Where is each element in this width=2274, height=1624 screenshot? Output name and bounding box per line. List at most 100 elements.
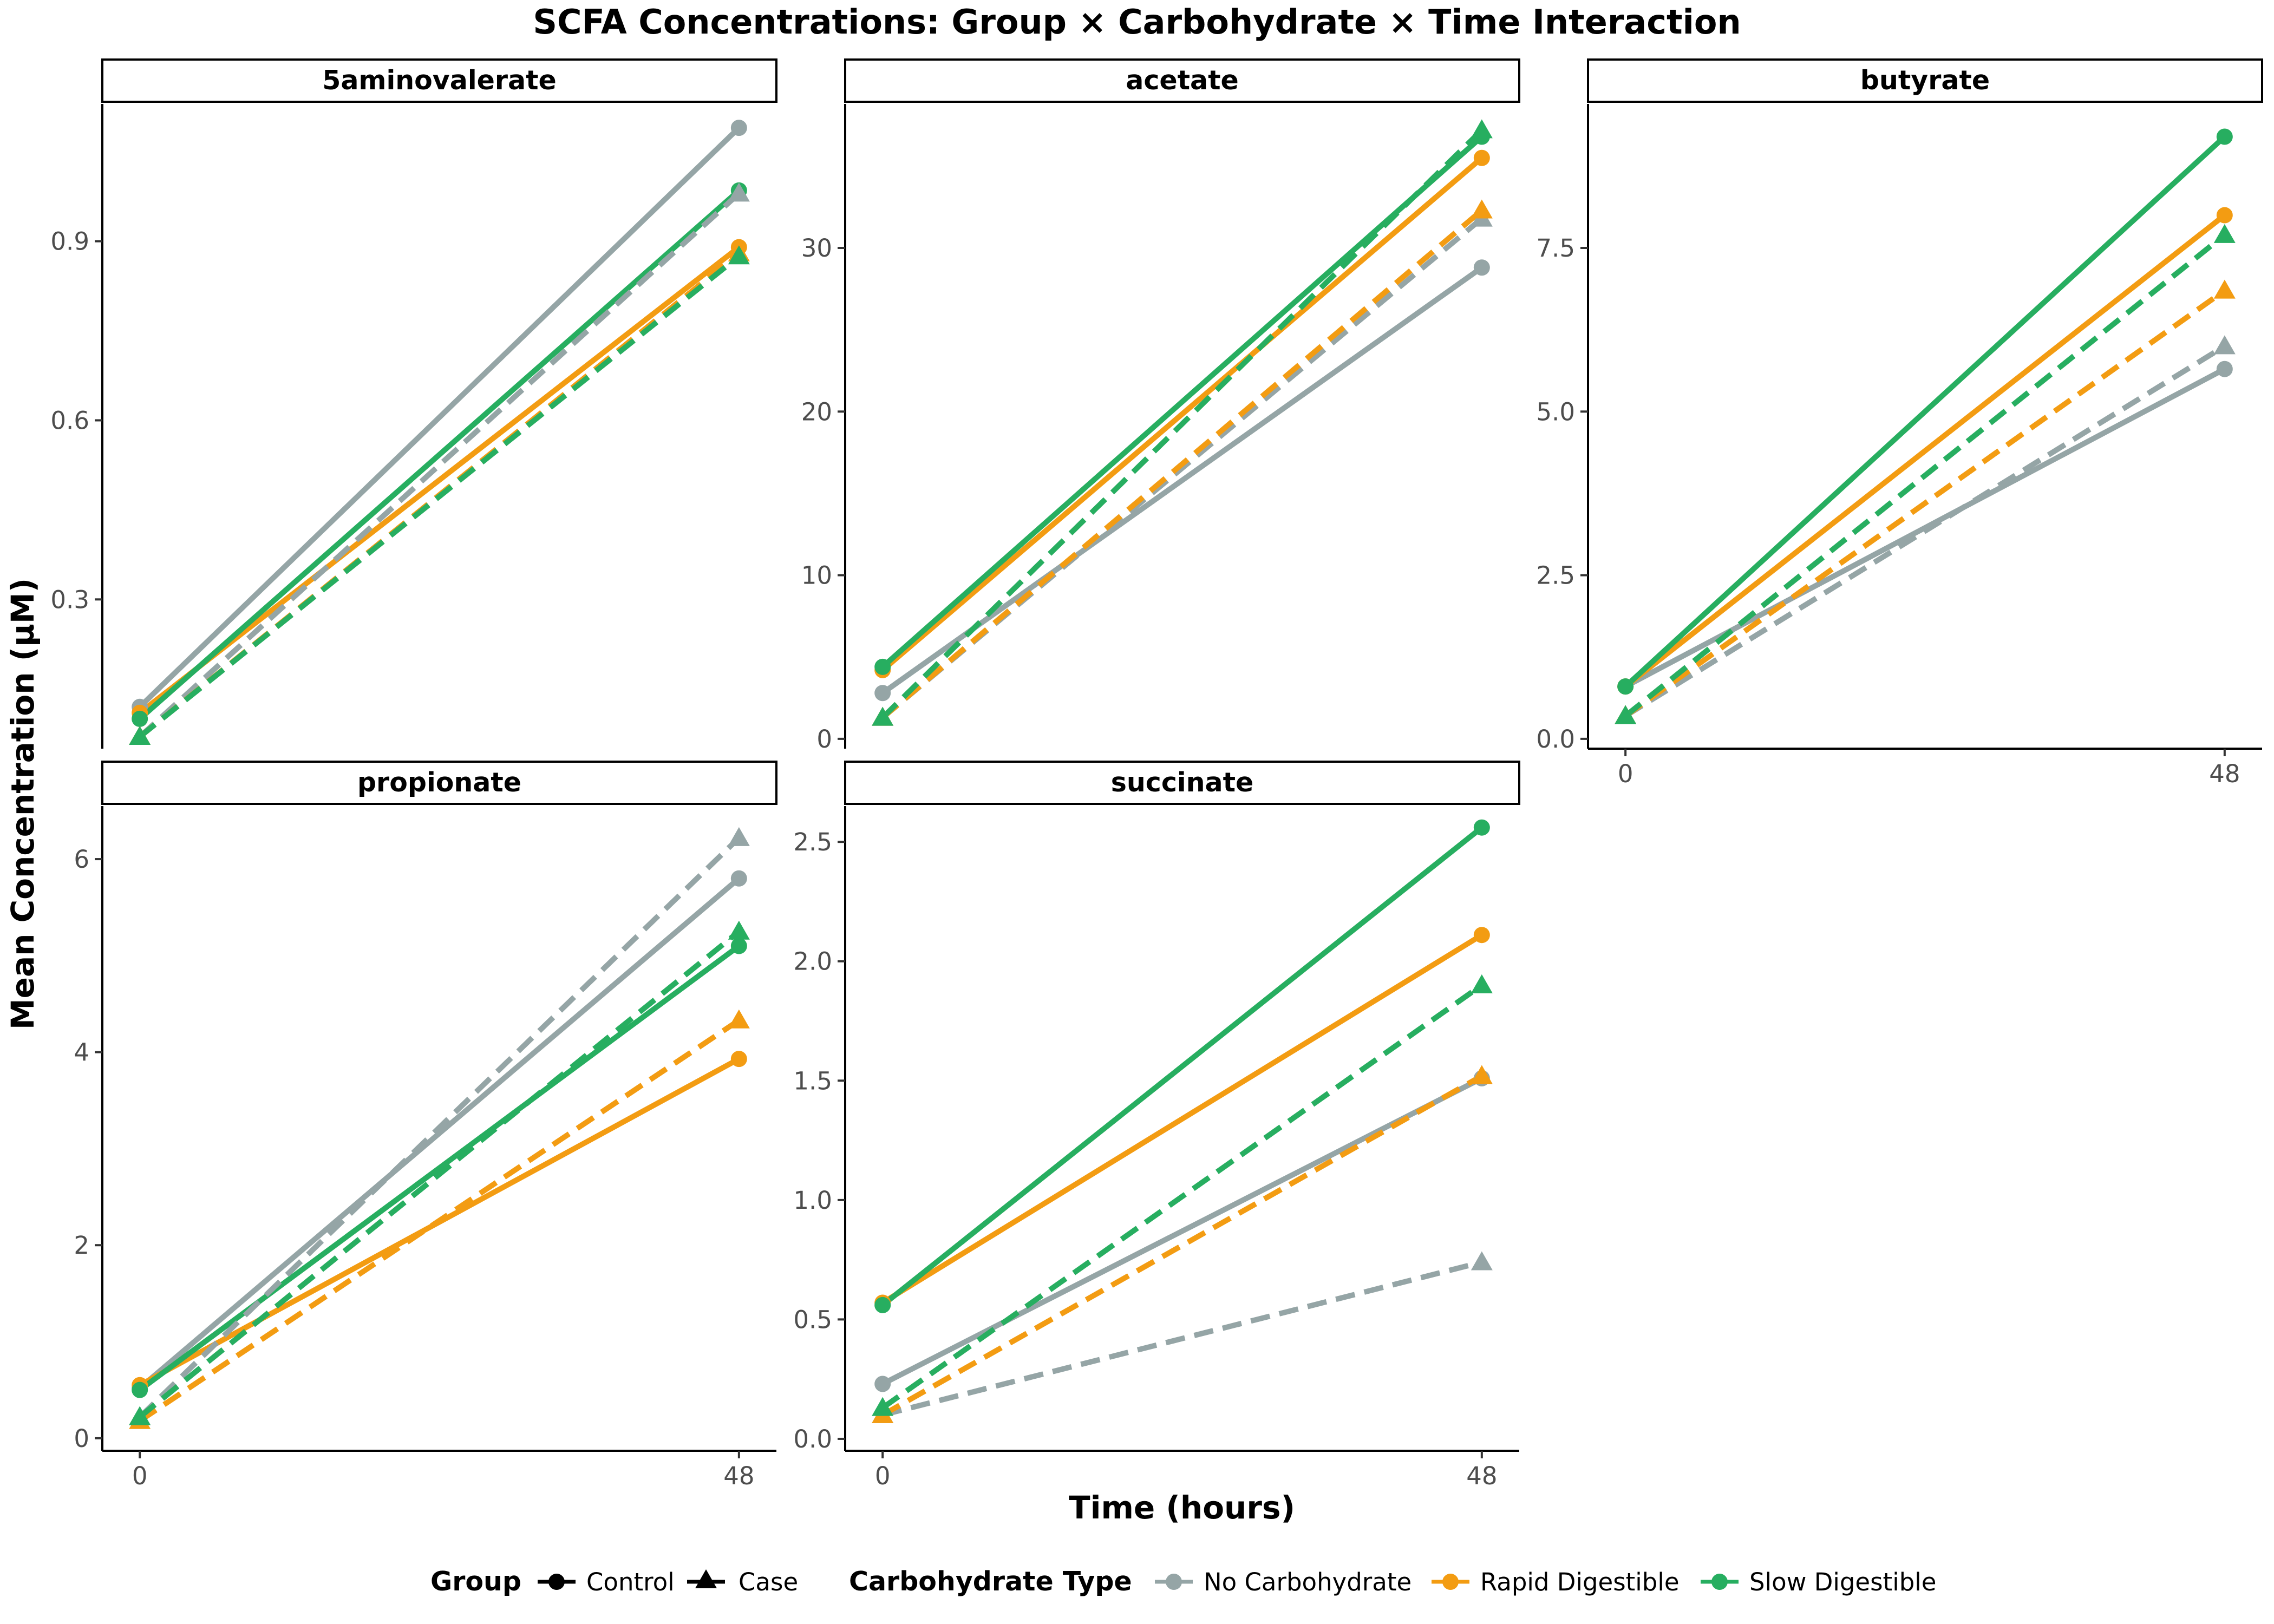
y-tick-label: 6: [74, 845, 89, 874]
data-point-control-no-carbohydrate: [874, 1376, 891, 1392]
series-line-control-rapid-digestible: [1624, 213, 2226, 689]
x-tick-label: 0: [1618, 759, 1633, 788]
x-tick-label: 48: [1466, 1462, 1497, 1490]
data-point-case-slow-digestible: [129, 1406, 151, 1425]
data-point-control-rapid-digestible: [1473, 927, 1490, 944]
data-point-case-rapid-digestible: [1471, 199, 1493, 219]
series-line-case-no-carbohydrate: [138, 191, 741, 739]
y-tick-label: 20: [801, 397, 832, 426]
data-point-control-slow-digestible: [132, 1381, 148, 1398]
data-point-control-rapid-digestible: [730, 1051, 747, 1068]
strip-label-butyrate: butyrate: [1860, 65, 1990, 96]
y-tick-label: 2.5: [793, 828, 832, 856]
strip-propionate: [101, 761, 777, 805]
x-tick-label: 0: [132, 1462, 148, 1490]
y-tick-label: 2.0: [793, 947, 832, 976]
x-tick-label: 48: [723, 1462, 754, 1490]
data-point-case-no-carbohydrate: [728, 182, 750, 202]
y-axis-label: Mean Concentration (µM): [4, 578, 41, 1030]
series-line-case-no-carbohydrate: [1624, 344, 2226, 718]
data-point-control-no-carbohydrate: [1473, 259, 1490, 276]
data-point-control-slow-digestible: [874, 658, 891, 675]
data-point-control-rapid-digestible: [2216, 207, 2233, 224]
data-point-case-slow-digestible: [728, 245, 750, 265]
chart-title: SCFA Concentrations: Group × Carbohydrat…: [533, 2, 1741, 42]
data-point-case-rapid-digestible: [2213, 279, 2236, 299]
series-line-control-slow-digestible: [138, 188, 741, 721]
legend-circle-icon: [548, 1574, 565, 1590]
data-point-case-slow-digestible: [1471, 974, 1493, 993]
legend: Group Control Case Carbohydrate Type No …: [430, 1566, 1936, 1597]
data-point-case-slow-digestible: [2213, 224, 2236, 243]
y-tick-label: 0: [74, 1424, 89, 1453]
data-point-control-no-carbohydrate: [2216, 361, 2233, 377]
y-tick-label: 4: [74, 1038, 89, 1067]
y-tick-label: 0.0: [1536, 725, 1575, 754]
series-line-case-no-carbohydrate: [138, 836, 741, 1419]
y-tick-label: 0.9: [50, 227, 89, 256]
facet-panels: 5aminovalerate0.30.60.9acetate0102030but…: [50, 58, 2263, 1490]
strip-acetate: [844, 58, 1520, 103]
facet-panel-acetate: acetate 0 10 20 30: [801, 58, 1520, 754]
legend-carb-item-slow-digestible: Slow Digestible: [1749, 1568, 1936, 1596]
y-tick-label: 10: [801, 561, 832, 590]
legend-slow-icon: [1711, 1574, 1728, 1590]
y-tick-label: 0.6: [50, 406, 89, 435]
legend-key-control: [538, 1574, 576, 1590]
legend-key-case: [687, 1569, 725, 1588]
strip-5aminovalerate: [101, 58, 777, 103]
data-point-control-slow-digestible: [1473, 819, 1490, 836]
series-line-case-rapid-digestible: [881, 1073, 1484, 1418]
series-line-case-rapid-digestible: [138, 1018, 741, 1423]
series-line-control-slow-digestible: [880, 134, 1484, 669]
y-tick-label: 5.0: [1536, 397, 1575, 426]
data-point-case-rapid-digestible: [728, 1009, 750, 1029]
series-line-case-slow-digestible: [880, 128, 1484, 720]
series-line-control-no-carbohydrate: [1624, 366, 2226, 689]
strip-label-propionate: propionate: [357, 767, 521, 798]
strip-succinate: [844, 761, 1520, 805]
series-line-control-no-carbohydrate: [881, 1076, 1484, 1386]
y-tick-label: 1.0: [793, 1186, 832, 1215]
y-tick-label: 0.5: [793, 1305, 832, 1334]
series-line-control-rapid-digestible: [881, 932, 1484, 1305]
data-point-control-slow-digestible: [2216, 128, 2233, 145]
series-line-control-rapid-digestible: [138, 245, 741, 715]
series-line-case-no-carbohydrate: [881, 1259, 1483, 1418]
x-tick-label: 48: [2209, 759, 2240, 788]
series-line-control-slow-digestible: [138, 944, 741, 1392]
strip-label-5aminovalerate: 5aminovalerate: [322, 65, 556, 96]
series-line-control-no-carbohydrate: [881, 265, 1484, 696]
data-point-control-slow-digestible: [132, 710, 148, 727]
data-point-control-no-carbohydrate: [874, 685, 891, 702]
data-point-control-rapid-digestible: [1473, 149, 1490, 166]
y-tick-label: 7.5: [1536, 234, 1575, 263]
series-line-case-slow-digestible: [138, 254, 741, 739]
strip-butyrate: [1587, 58, 2263, 103]
strip-label-succinate: succinate: [1111, 767, 1254, 798]
data-point-case-slow-digestible: [129, 725, 151, 745]
facet-panel-butyrate: butyrate 0 48 0.0 2.5 5.0 7.5: [1536, 58, 2263, 788]
legend-group-item-control: Control: [586, 1568, 675, 1596]
data-point-case-rapid-digestible: [1471, 1065, 1493, 1084]
legend-group-title: Group: [430, 1566, 521, 1597]
series-line-case-rapid-digestible: [880, 208, 1484, 720]
legend-no-carb-icon: [1166, 1574, 1182, 1590]
data-point-control-no-carbohydrate: [730, 870, 747, 887]
legend-carb-item-rapid-digestible: Rapid Digestible: [1480, 1568, 1680, 1596]
y-tick-label: 0.3: [50, 585, 89, 614]
facet-panel-propionate: propionate 0 48 0 2 4 6: [74, 761, 777, 1490]
legend-carb-keys: [1155, 1574, 1739, 1590]
legend-triangle-icon: [695, 1569, 717, 1588]
x-axis-label: Time (hours): [1069, 1489, 1295, 1526]
facet-panel-5aminovalerate: 5aminovalerate 0.3 0.6 0.9: [50, 58, 777, 749]
facet-panel-succinate: succinate 0 48 0.0 0.5 1.0 1.5 2.0 2.5: [793, 761, 1520, 1490]
y-tick-label: 1.5: [793, 1066, 832, 1095]
y-tick-label: 30: [801, 234, 832, 263]
data-point-control-slow-digestible: [1617, 678, 1634, 695]
data-point-case-slow-digestible: [872, 1397, 894, 1416]
y-tick-label: 0.0: [793, 1425, 832, 1453]
data-point-control-slow-digestible: [730, 938, 747, 954]
data-point-case-no-carbohydrate: [2213, 335, 2236, 355]
